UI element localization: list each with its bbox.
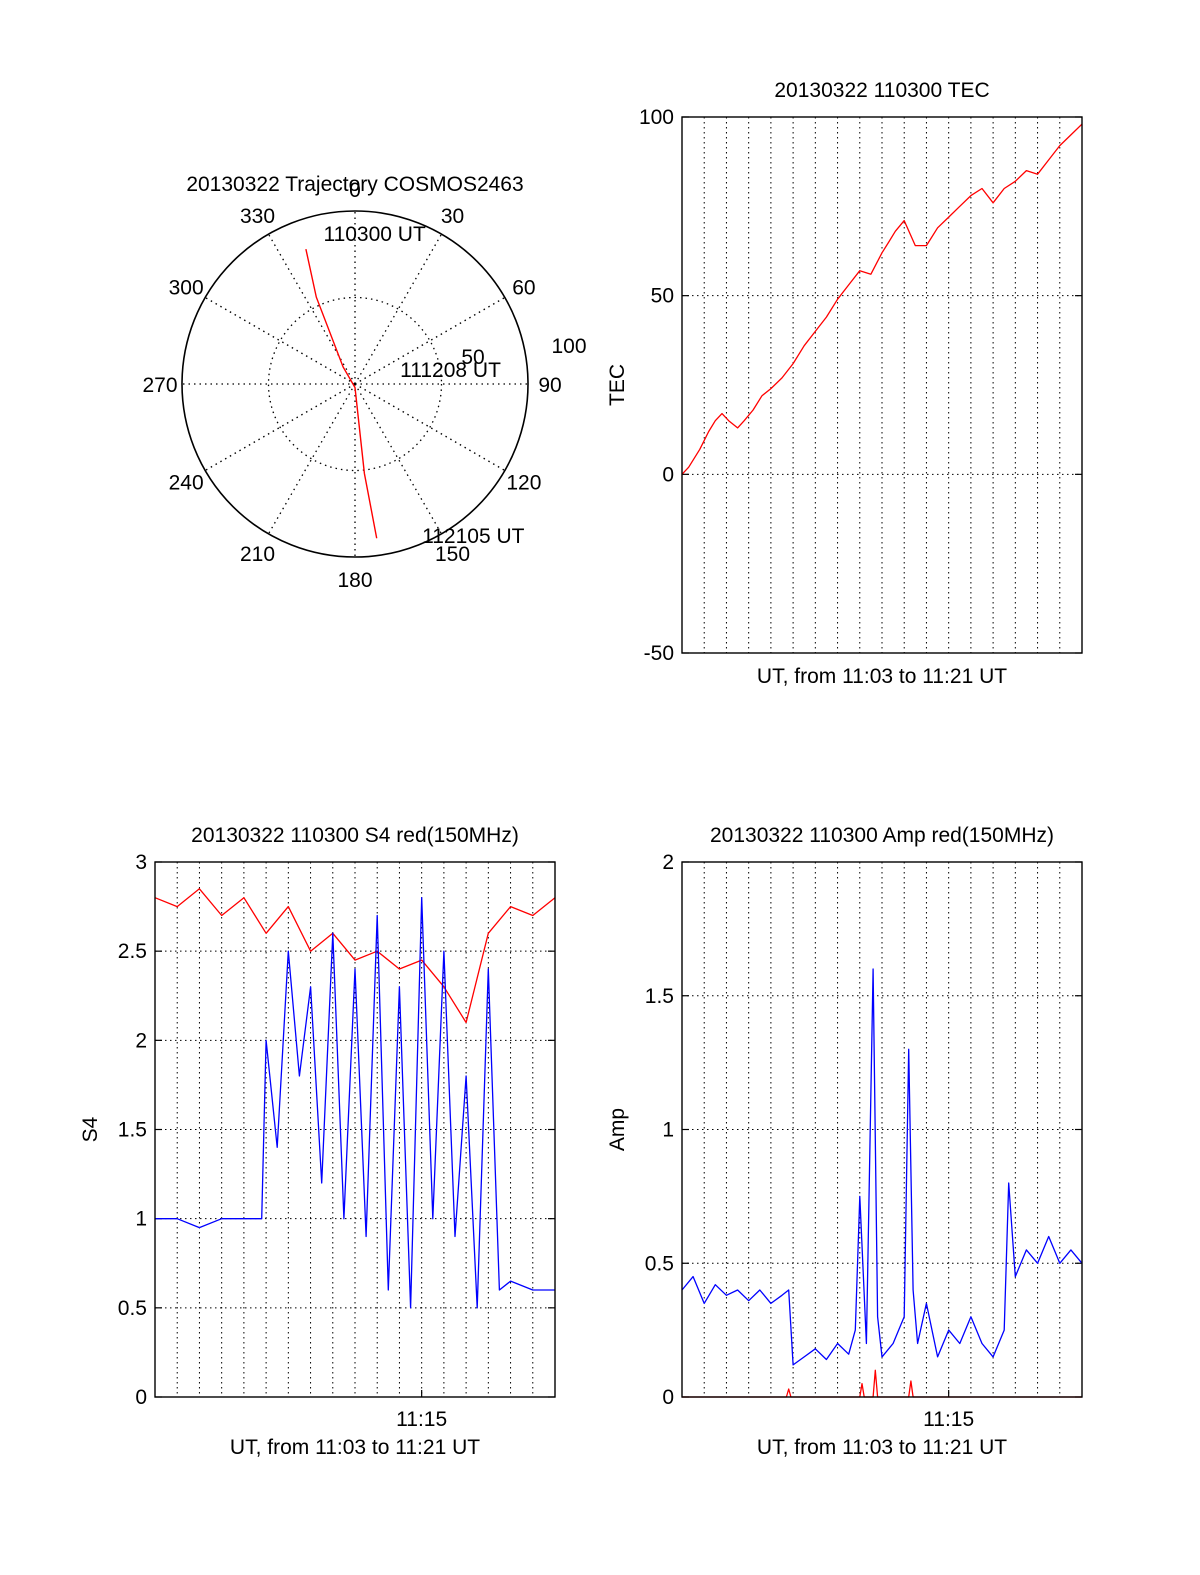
tec-series-TEC	[681, 123, 1083, 475]
trajectory-annotation: 110300 UT	[323, 223, 426, 246]
trajectory-annotation: 112105 UT	[422, 525, 525, 548]
polar-angle-label: 240	[169, 472, 204, 495]
amp-ytick-label: 1.5	[645, 985, 674, 1008]
polar-ring-outer	[181, 210, 529, 558]
polar-angle-label: 150	[435, 543, 470, 566]
polar-angle-label: 270	[142, 374, 177, 397]
tec-chart: 20130322 110300 TEC -50 0 50 100 UT, from 11:…	[606, 79, 1083, 688]
tec-ytick-label: 50	[651, 285, 674, 308]
polar-ring-50	[267, 296, 443, 472]
s4-ytick-label: 0	[135, 1386, 147, 1409]
polar-angle-label: 60	[512, 277, 535, 300]
trajectory-track	[305, 248, 378, 539]
tec-xlabel: UT, from 11:03 to 11:21 UT	[757, 665, 1007, 688]
polar-angle-label: 0	[349, 179, 361, 202]
polar-radius-label: 50	[461, 346, 484, 369]
s4-series-red	[154, 888, 556, 1024]
s4-series-blue	[155, 897, 555, 1309]
polar-angle-label: 90	[538, 374, 561, 397]
polar-angle-label: 300	[169, 277, 204, 300]
s4-ytick-label: 0.5	[118, 1297, 147, 1320]
tec-ytick-label: -50	[644, 642, 674, 665]
trajectory-annotation: 111208 UT	[400, 359, 501, 382]
polar-spoke	[267, 383, 356, 535]
polar-angle-label: 180	[337, 569, 372, 592]
polar-spoke	[354, 233, 443, 385]
amp-series-blue	[681, 968, 1083, 1366]
s4-frame	[154, 861, 556, 1398]
s4-xlabel: UT, from 11:03 to 11:21 UT	[230, 1436, 480, 1459]
amp-chart: 20130322 110300 Amp red(150MHz) 0 0.5 1 1.5 2…	[606, 824, 1083, 1459]
s4-ytick-label: 2.5	[118, 940, 147, 963]
amp-ytick-label: 0.5	[645, 1252, 674, 1275]
amp-ytick-label: 0	[662, 1386, 674, 1409]
polar-spoke	[204, 383, 356, 472]
s4-title: 20130322 110300 S4 red(150MHz)	[191, 824, 519, 847]
amp-ytick-label: 1	[662, 1119, 674, 1142]
polar-angle-label: 120	[506, 472, 541, 495]
polar-spoke	[354, 383, 443, 535]
tec-title: 20130322 110300 TEC	[774, 79, 989, 102]
tec-frame	[681, 116, 1083, 654]
polar-spoke	[354, 296, 506, 385]
polar-spoke	[267, 233, 356, 385]
polar-radius-label: 100	[551, 335, 586, 358]
amp-frame	[681, 861, 1083, 1398]
amp-xtick-label: 11:15	[923, 1408, 974, 1431]
tec-ytick-label: 0	[662, 463, 674, 486]
s4-ytick-label: 1.5	[118, 1119, 147, 1142]
polar-angle-label: 210	[240, 543, 275, 566]
amp-ylabel: Amp	[606, 1108, 629, 1151]
tec-ylabel: TEC	[606, 364, 629, 406]
tec-ytick-label: 100	[639, 106, 674, 129]
s4-xtick-label: 11:15	[396, 1408, 447, 1431]
s4-ytick-label: 3	[135, 851, 147, 874]
s4-chart: 20130322 110300 S4 red(150MHz) 0 0.5 1 1.5 2 2…	[79, 824, 556, 1459]
polar-spoke	[204, 296, 356, 385]
polar-title: 20130322 Trajectory COSMOS2463	[186, 173, 523, 196]
s4-ylabel: S4	[79, 1116, 102, 1142]
polar-spoke	[354, 383, 506, 472]
polar-angle-label: 330	[240, 205, 275, 228]
s4-ytick-label: 2	[135, 1029, 147, 1052]
s4-ytick-label: 1	[135, 1208, 147, 1231]
amp-ytick-label: 2	[662, 851, 674, 874]
amp-xlabel: UT, from 11:03 to 11:21 UT	[757, 1436, 1007, 1459]
amp-title: 20130322 110300 Amp red(150MHz)	[710, 824, 1054, 847]
polar-angle-label: 30	[441, 205, 464, 228]
